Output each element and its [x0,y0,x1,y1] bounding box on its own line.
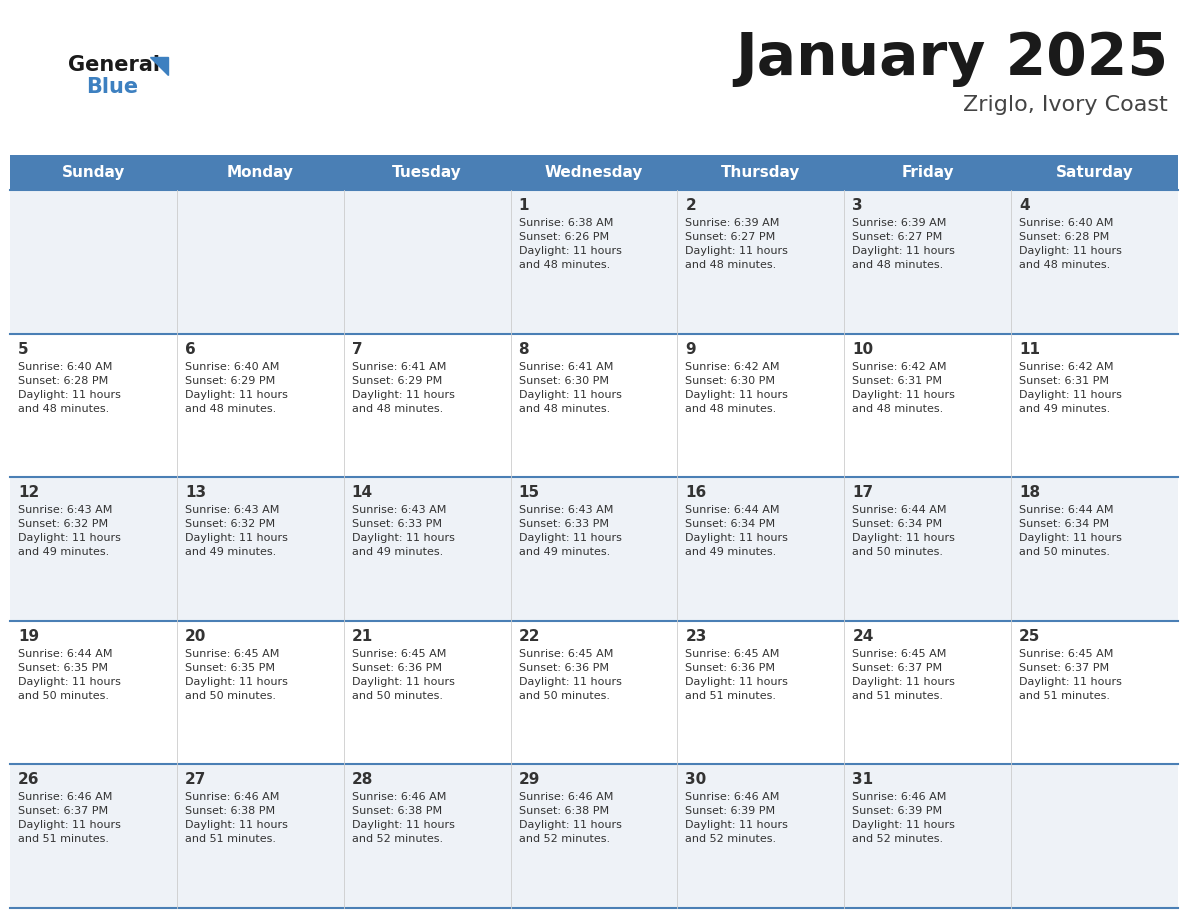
Text: Sunrise: 6:41 AM
Sunset: 6:29 PM
Daylight: 11 hours
and 48 minutes.: Sunrise: 6:41 AM Sunset: 6:29 PM Dayligh… [352,362,455,414]
Bar [10,190,1178,333]
Text: 26: 26 [18,772,39,788]
Text: 15: 15 [519,486,539,500]
Text: 2: 2 [685,198,696,213]
Text: Sunrise: 6:44 AM
Sunset: 6:34 PM
Daylight: 11 hours
and 50 minutes.: Sunrise: 6:44 AM Sunset: 6:34 PM Dayligh… [1019,505,1121,557]
Text: 13: 13 [185,486,206,500]
Text: Sunrise: 6:43 AM
Sunset: 6:33 PM
Daylight: 11 hours
and 49 minutes.: Sunrise: 6:43 AM Sunset: 6:33 PM Dayligh… [519,505,621,557]
Text: Sunrise: 6:45 AM
Sunset: 6:36 PM
Daylight: 11 hours
and 50 minutes.: Sunrise: 6:45 AM Sunset: 6:36 PM Dayligh… [352,649,455,700]
Text: 6: 6 [185,341,196,356]
Text: Sunrise: 6:45 AM
Sunset: 6:36 PM
Daylight: 11 hours
and 51 minutes.: Sunrise: 6:45 AM Sunset: 6:36 PM Dayligh… [685,649,789,700]
Text: Sunrise: 6:46 AM
Sunset: 6:38 PM
Daylight: 11 hours
and 51 minutes.: Sunrise: 6:46 AM Sunset: 6:38 PM Dayligh… [185,792,287,845]
Bar [10,155,1178,190]
Text: Sunrise: 6:44 AM
Sunset: 6:34 PM
Daylight: 11 hours
and 49 minutes.: Sunrise: 6:44 AM Sunset: 6:34 PM Dayligh… [685,505,789,557]
Text: Sunrise: 6:41 AM
Sunset: 6:30 PM
Daylight: 11 hours
and 48 minutes.: Sunrise: 6:41 AM Sunset: 6:30 PM Dayligh… [519,362,621,414]
Text: 9: 9 [685,341,696,356]
Text: Monday: Monday [227,165,293,180]
Text: 29: 29 [519,772,541,788]
Text: Sunrise: 6:45 AM
Sunset: 6:37 PM
Daylight: 11 hours
and 51 minutes.: Sunrise: 6:45 AM Sunset: 6:37 PM Dayligh… [1019,649,1121,700]
Text: Saturday: Saturday [1056,165,1133,180]
Text: Sunrise: 6:46 AM
Sunset: 6:39 PM
Daylight: 11 hours
and 52 minutes.: Sunrise: 6:46 AM Sunset: 6:39 PM Dayligh… [852,792,955,845]
Text: 1: 1 [519,198,529,213]
Text: Sunrise: 6:42 AM
Sunset: 6:30 PM
Daylight: 11 hours
and 48 minutes.: Sunrise: 6:42 AM Sunset: 6:30 PM Dayligh… [685,362,789,414]
Text: Sunrise: 6:38 AM
Sunset: 6:26 PM
Daylight: 11 hours
and 48 minutes.: Sunrise: 6:38 AM Sunset: 6:26 PM Dayligh… [519,218,621,270]
Text: Sunrise: 6:42 AM
Sunset: 6:31 PM
Daylight: 11 hours
and 48 minutes.: Sunrise: 6:42 AM Sunset: 6:31 PM Dayligh… [852,362,955,414]
Text: Sunrise: 6:40 AM
Sunset: 6:28 PM
Daylight: 11 hours
and 48 minutes.: Sunrise: 6:40 AM Sunset: 6:28 PM Dayligh… [18,362,121,414]
Polygon shape [150,57,168,75]
Text: Sunrise: 6:44 AM
Sunset: 6:34 PM
Daylight: 11 hours
and 50 minutes.: Sunrise: 6:44 AM Sunset: 6:34 PM Dayligh… [852,505,955,557]
Text: Sunrise: 6:43 AM
Sunset: 6:32 PM
Daylight: 11 hours
and 49 minutes.: Sunrise: 6:43 AM Sunset: 6:32 PM Dayligh… [18,505,121,557]
Bar [10,477,1178,621]
Text: 17: 17 [852,486,873,500]
Text: January 2025: January 2025 [735,30,1168,87]
Text: General: General [68,55,160,75]
Text: 31: 31 [852,772,873,788]
Text: Sunday: Sunday [62,165,125,180]
Text: 10: 10 [852,341,873,356]
Bar [10,333,1178,477]
Text: Blue: Blue [86,77,138,97]
Text: 18: 18 [1019,486,1041,500]
Text: 16: 16 [685,486,707,500]
Text: Sunrise: 6:43 AM
Sunset: 6:32 PM
Daylight: 11 hours
and 49 minutes.: Sunrise: 6:43 AM Sunset: 6:32 PM Dayligh… [185,505,287,557]
Text: 28: 28 [352,772,373,788]
Text: 3: 3 [852,198,862,213]
Text: 25: 25 [1019,629,1041,644]
Text: 21: 21 [352,629,373,644]
Text: 19: 19 [18,629,39,644]
Text: Sunrise: 6:46 AM
Sunset: 6:37 PM
Daylight: 11 hours
and 51 minutes.: Sunrise: 6:46 AM Sunset: 6:37 PM Dayligh… [18,792,121,845]
Text: Friday: Friday [902,165,954,180]
Text: 24: 24 [852,629,873,644]
Text: 20: 20 [185,629,207,644]
Text: Wednesday: Wednesday [545,165,643,180]
Text: 30: 30 [685,772,707,788]
Text: 4: 4 [1019,198,1030,213]
Text: 12: 12 [18,486,39,500]
Text: Sunrise: 6:40 AM
Sunset: 6:28 PM
Daylight: 11 hours
and 48 minutes.: Sunrise: 6:40 AM Sunset: 6:28 PM Dayligh… [1019,218,1121,270]
Text: Thursday: Thursday [721,165,801,180]
Text: 27: 27 [185,772,207,788]
Text: 11: 11 [1019,341,1041,356]
Text: Sunrise: 6:45 AM
Sunset: 6:36 PM
Daylight: 11 hours
and 50 minutes.: Sunrise: 6:45 AM Sunset: 6:36 PM Dayligh… [519,649,621,700]
Text: Sunrise: 6:42 AM
Sunset: 6:31 PM
Daylight: 11 hours
and 49 minutes.: Sunrise: 6:42 AM Sunset: 6:31 PM Dayligh… [1019,362,1121,414]
Text: Sunrise: 6:46 AM
Sunset: 6:38 PM
Daylight: 11 hours
and 52 minutes.: Sunrise: 6:46 AM Sunset: 6:38 PM Dayligh… [519,792,621,845]
Bar [10,621,1178,765]
Bar [10,765,1178,908]
Text: Sunrise: 6:43 AM
Sunset: 6:33 PM
Daylight: 11 hours
and 49 minutes.: Sunrise: 6:43 AM Sunset: 6:33 PM Dayligh… [352,505,455,557]
Text: 7: 7 [352,341,362,356]
Text: 5: 5 [18,341,29,356]
Text: 22: 22 [519,629,541,644]
Text: Sunrise: 6:40 AM
Sunset: 6:29 PM
Daylight: 11 hours
and 48 minutes.: Sunrise: 6:40 AM Sunset: 6:29 PM Dayligh… [185,362,287,414]
Text: Tuesday: Tuesday [392,165,462,180]
Text: Zriglo, Ivory Coast: Zriglo, Ivory Coast [963,95,1168,115]
Text: 23: 23 [685,629,707,644]
Text: Sunrise: 6:45 AM
Sunset: 6:37 PM
Daylight: 11 hours
and 51 minutes.: Sunrise: 6:45 AM Sunset: 6:37 PM Dayligh… [852,649,955,700]
Text: Sunrise: 6:46 AM
Sunset: 6:38 PM
Daylight: 11 hours
and 52 minutes.: Sunrise: 6:46 AM Sunset: 6:38 PM Dayligh… [352,792,455,845]
Text: Sunrise: 6:39 AM
Sunset: 6:27 PM
Daylight: 11 hours
and 48 minutes.: Sunrise: 6:39 AM Sunset: 6:27 PM Dayligh… [685,218,789,270]
Text: Sunrise: 6:46 AM
Sunset: 6:39 PM
Daylight: 11 hours
and 52 minutes.: Sunrise: 6:46 AM Sunset: 6:39 PM Dayligh… [685,792,789,845]
Text: 14: 14 [352,486,373,500]
Text: Sunrise: 6:45 AM
Sunset: 6:35 PM
Daylight: 11 hours
and 50 minutes.: Sunrise: 6:45 AM Sunset: 6:35 PM Dayligh… [185,649,287,700]
Text: Sunrise: 6:44 AM
Sunset: 6:35 PM
Daylight: 11 hours
and 50 minutes.: Sunrise: 6:44 AM Sunset: 6:35 PM Dayligh… [18,649,121,700]
Text: 8: 8 [519,341,529,356]
Text: Sunrise: 6:39 AM
Sunset: 6:27 PM
Daylight: 11 hours
and 48 minutes.: Sunrise: 6:39 AM Sunset: 6:27 PM Dayligh… [852,218,955,270]
